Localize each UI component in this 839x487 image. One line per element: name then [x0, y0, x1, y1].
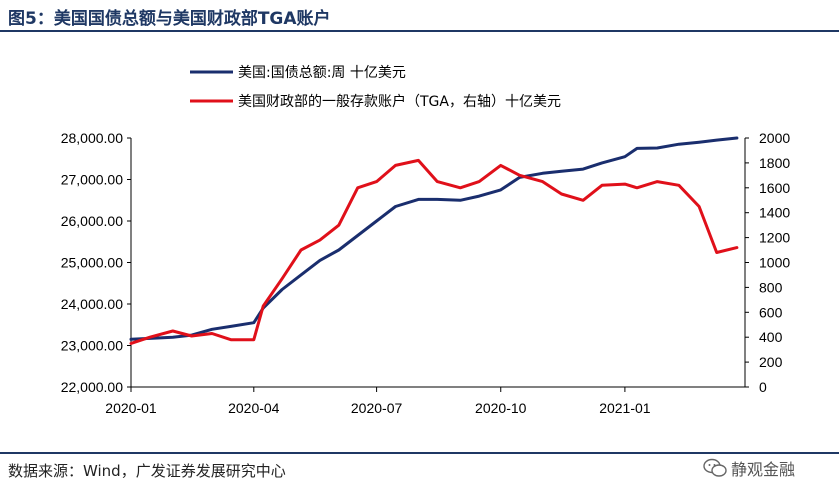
series-line-debt [129, 136, 739, 341]
y-left-tick-label: 23,000.00 [61, 338, 123, 354]
y-left-tick-label: 28,000.00 [61, 130, 123, 146]
y-right-tick-label: 1400 [759, 205, 790, 221]
y-right-tick-label: 2000 [759, 130, 790, 146]
y-right-tick-label: 1800 [759, 155, 790, 171]
y-left-tick-label: 26,000.00 [61, 213, 123, 229]
y-right-tick-label: 1000 [759, 255, 790, 271]
series-line-tga [129, 158, 739, 345]
chart-axes: 22,000.00 23,000.00 24,000.00 25,000.00 26,0… [61, 130, 791, 416]
chart-series-layer [129, 136, 739, 345]
y-left-tick-label: 25,000.00 [61, 255, 123, 271]
y-right-tick-label: 1200 [759, 230, 790, 246]
y-right-tick-label: 800 [759, 279, 783, 295]
x-tick-label: 2020-07 [351, 400, 403, 416]
chart: 22,000.00 23,000.00 24,000.00 25,000.00 26,0… [61, 65, 791, 416]
x-tick-label: 2020-01 [105, 400, 157, 416]
x-tick-label: 2020-04 [228, 400, 280, 416]
legend-label: 美国:国债总额:周 十亿美元 [238, 65, 406, 81]
watermark-text: 静观金融 [731, 460, 796, 479]
bottom-rule [0, 452, 839, 454]
legend-label: 美国财政部的一般存款账户（TGA，右轴）十亿美元 [238, 93, 561, 110]
y-right-tick-label: 0 [759, 379, 767, 395]
source-note: 数据来源：Wind，广发证券发展研究中心 [8, 462, 286, 480]
wechat-icon [703, 458, 727, 477]
top-rule [0, 30, 839, 32]
x-tick-label: 2021-01 [599, 400, 651, 416]
y-left-tick-label: 22,000.00 [61, 379, 123, 395]
y-left-tick-label: 24,000.00 [61, 296, 123, 312]
y-left-tick-label: 27,000.00 [61, 172, 123, 188]
y-right-tick-label: 200 [759, 354, 783, 370]
figure-title: 图5：美国国债总额与美国财政部TGA账户 [8, 9, 331, 29]
x-tick-label: 2020-10 [475, 400, 527, 416]
y-right-tick-label: 400 [759, 329, 783, 345]
watermark: 静观金融 [703, 456, 795, 480]
y-right-tick-label: 600 [759, 304, 783, 320]
y-right-tick-label: 1600 [759, 180, 790, 196]
